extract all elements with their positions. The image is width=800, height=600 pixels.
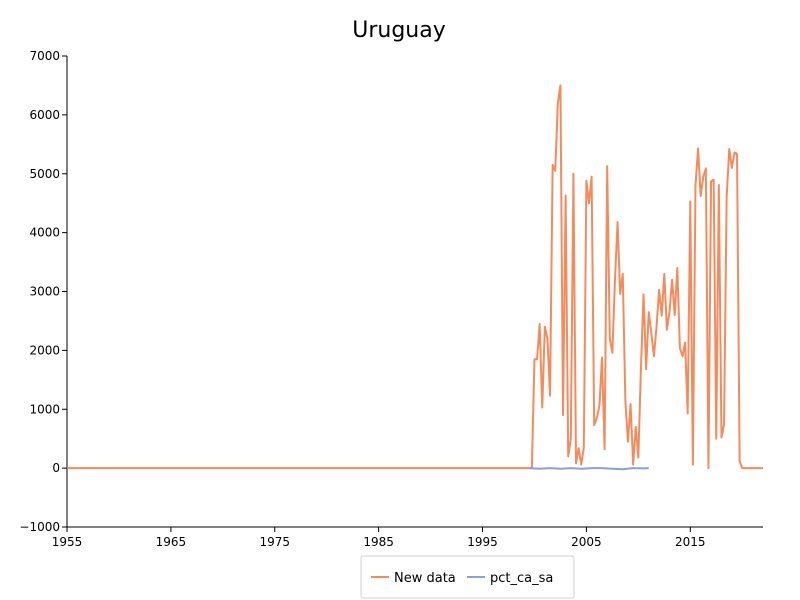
x-tick-label: 1965: [156, 535, 187, 549]
legend-label: New data: [394, 571, 456, 586]
chart-title: Uruguay: [352, 18, 446, 43]
chart-plot-area: [67, 84, 763, 471]
y-tick-label: 0: [52, 461, 60, 475]
x-tick-label: 2015: [675, 535, 706, 549]
chart-ticks: −1000 0 1000 2000 3000 4000 5000 6000 7000 1955 19…: [19, 49, 705, 549]
y-tick-label: 5000: [29, 167, 60, 181]
series-line-pct-ca-sa: [529, 467, 649, 471]
y-tick-label: 1000: [29, 402, 60, 416]
x-tick-label: 1995: [467, 535, 498, 549]
x-tick-label: 1975: [259, 535, 290, 549]
chart-legend: New data pct_ca_sa: [360, 555, 575, 599]
x-tick-label: 1985: [363, 535, 394, 549]
legend-label: pct_ca_sa: [490, 571, 553, 586]
x-tick-label: 1955: [52, 535, 83, 549]
y-tick-label: 7000: [29, 49, 60, 63]
y-tick-label: 4000: [29, 226, 60, 240]
y-tick-label: 6000: [29, 108, 60, 122]
x-tick-label: 2005: [571, 535, 602, 549]
series-line-new-data: [67, 84, 763, 470]
y-tick-label: −1000: [19, 520, 60, 534]
y-tick-label: 3000: [29, 285, 60, 299]
y-tick-label: 2000: [29, 343, 60, 357]
